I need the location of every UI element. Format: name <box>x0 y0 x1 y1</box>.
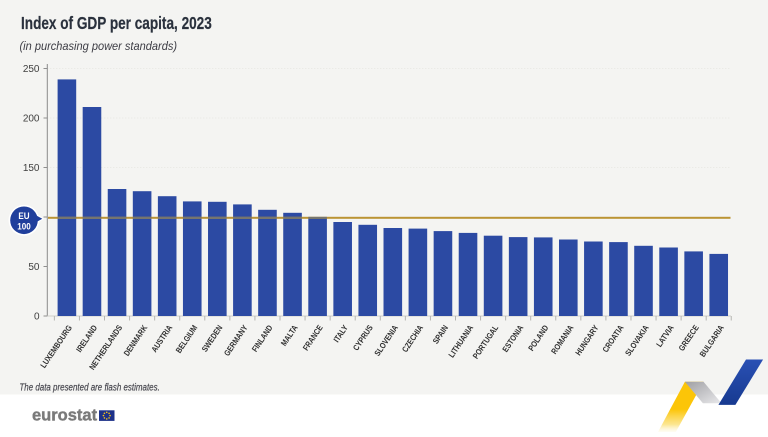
svg-text:100: 100 <box>17 221 31 232</box>
svg-text:50: 50 <box>28 262 40 273</box>
svg-text:0: 0 <box>34 312 40 323</box>
svg-text:The data presented are flash e: The data presented are flash estimates. <box>19 382 159 393</box>
svg-text:250: 250 <box>23 64 40 75</box>
svg-text:(in purchasing power standards: (in purchasing power standards) <box>20 41 178 53</box>
svg-text:200: 200 <box>23 114 40 125</box>
svg-text:EU: EU <box>18 210 29 221</box>
svg-text:150: 150 <box>23 163 40 174</box>
svg-text:eurostat: eurostat <box>32 407 98 425</box>
svg-text:Index of GDP per capita, 2023: Index of GDP per capita, 2023 <box>21 14 212 33</box>
